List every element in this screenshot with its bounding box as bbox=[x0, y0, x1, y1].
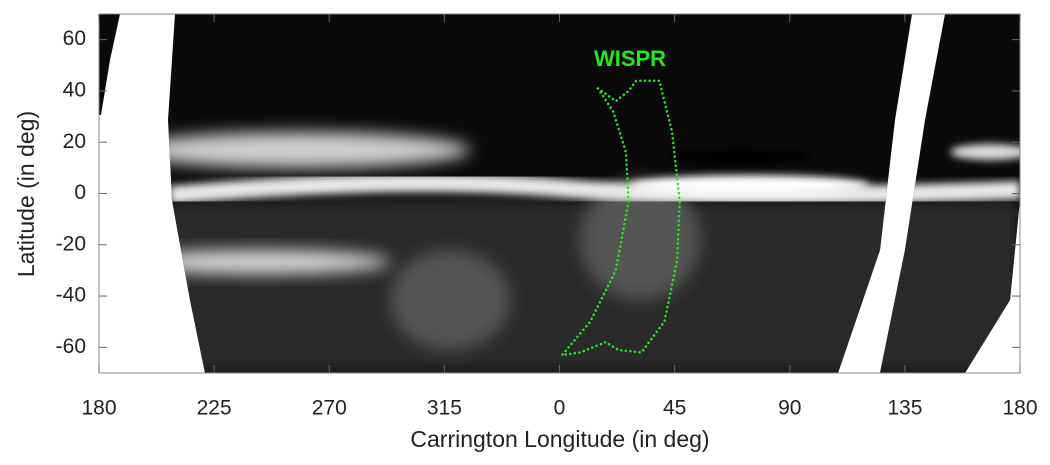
y-tick-label: 60 bbox=[63, 27, 86, 50]
x-axis-label: Carrington Longitude (in deg) bbox=[410, 426, 709, 452]
y-tick-label: -20 bbox=[56, 232, 86, 255]
x-tick-label: 45 bbox=[663, 397, 686, 420]
x-tick-label: 270 bbox=[312, 397, 347, 420]
wispr-outline bbox=[560, 79, 681, 357]
x-tick-label: 90 bbox=[778, 397, 801, 420]
annotation: WISPR bbox=[594, 46, 666, 71]
x-tick-label: 180 bbox=[81, 397, 116, 420]
x-tick-label: 0 bbox=[554, 397, 566, 420]
synoptic-map bbox=[99, 14, 1020, 373]
y-tick-label: -60 bbox=[56, 335, 86, 358]
x-tick-label: 315 bbox=[427, 397, 462, 420]
y-tick-label: -40 bbox=[56, 284, 86, 307]
y-tick-label: 20 bbox=[63, 130, 86, 153]
x-tick-label: 180 bbox=[1002, 397, 1037, 420]
y-tick-label: 40 bbox=[63, 78, 86, 101]
y-axis-label: Latitude (in deg) bbox=[13, 111, 39, 277]
x-tick-label: 225 bbox=[197, 397, 232, 420]
y-tick-label: 0 bbox=[74, 181, 86, 204]
x-tick-label: 135 bbox=[887, 397, 922, 420]
